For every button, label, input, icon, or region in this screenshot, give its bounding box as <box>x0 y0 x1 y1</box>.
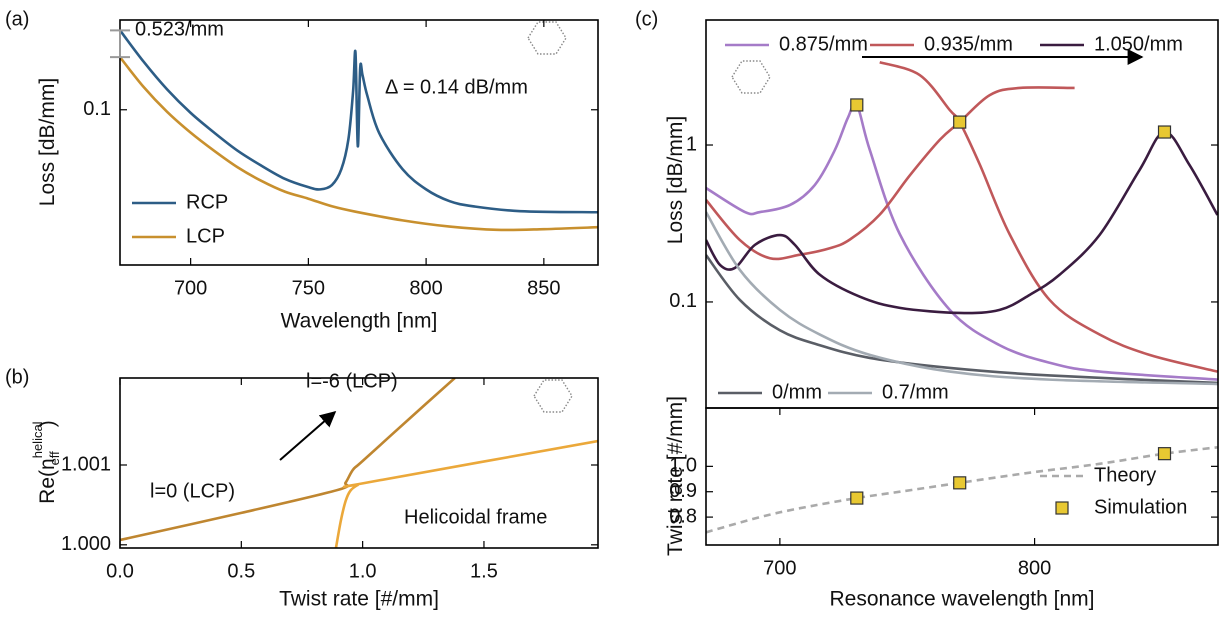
y-axis-label: Re(nhelicaleff) <box>30 420 62 504</box>
plot-area <box>120 29 598 232</box>
annotation: l=-6 (LCP) <box>306 370 398 392</box>
panel-label: (b) <box>5 366 29 388</box>
x-tick-label: 850 <box>527 277 560 299</box>
annotation: Helicoidal frame <box>404 506 547 528</box>
legend-marker <box>1055 501 1069 515</box>
marker <box>850 491 864 505</box>
axes-frame <box>705 407 1219 546</box>
y-tick-label: 1.000 <box>61 533 111 555</box>
series-line <box>120 378 456 542</box>
x-tick-label: 1.5 <box>470 560 498 582</box>
series-line <box>706 211 1218 386</box>
legend-label: Theory <box>1094 464 1156 486</box>
x-tick-label: 0.5 <box>227 560 255 582</box>
x-axis-label: Wavelength [nm] <box>281 310 438 333</box>
y-tick-label: 0.9 <box>669 480 697 502</box>
x-tick-label: 800 <box>1018 557 1051 579</box>
y-axis-label-text: Twist rate [#/mm] <box>664 396 687 556</box>
series-line <box>706 60 1218 373</box>
legend-label: 0.875/mm <box>779 33 868 55</box>
y-tick-label: 1.0 <box>669 455 697 477</box>
marker <box>953 476 967 490</box>
marker <box>1157 125 1172 139</box>
annotation-arrow <box>279 410 337 461</box>
panel-label: (c) <box>635 8 658 30</box>
y-axis-label-text: Loss [dB/mm] <box>36 78 59 206</box>
legend-label: 0.7/mm <box>882 381 949 403</box>
series-line <box>334 439 598 548</box>
legend-label: 0/mm <box>772 381 822 403</box>
annotation: 0.523/mm <box>135 18 224 40</box>
series-line <box>706 446 1218 534</box>
x-axis-label: Twist rate [#/mm] <box>279 588 439 611</box>
y-axis-label: Twist rate [#/mm] <box>664 396 687 556</box>
y-axis-label-sup: helical <box>30 421 45 458</box>
y-tick-label: 0.1 <box>669 290 697 312</box>
series-line <box>706 130 1218 315</box>
annotation: l=0 (LCP) <box>150 480 235 502</box>
y-tick-label: 1.001 <box>61 453 111 475</box>
marker <box>850 98 864 112</box>
y-axis-label: Loss [dB/mm] <box>36 78 59 206</box>
plot-area <box>706 60 1218 386</box>
x-tick-label: 800 <box>409 277 442 299</box>
x-tick-label: 1.0 <box>349 560 377 582</box>
y-axis-label-end: ) <box>36 420 59 427</box>
y-tick-label: 0.8 <box>669 505 697 527</box>
x-tick-label: 700 <box>763 557 796 579</box>
legend-label: RCP <box>186 191 228 213</box>
axes-frame <box>119 377 599 549</box>
y-axis-label-sub: eff <box>47 451 62 466</box>
x-tick-label: 0.0 <box>106 560 134 582</box>
legend-label: Simulation <box>1094 496 1187 518</box>
plot-area <box>706 446 1218 534</box>
series-line <box>706 254 1218 385</box>
legend-label: 0.935/mm <box>924 33 1013 55</box>
y-axis-label-text: Re(n <box>36 458 59 504</box>
axes-frame <box>705 19 1219 409</box>
x-axis-label: Resonance wavelength [nm] <box>830 588 1095 611</box>
axes-frame <box>119 19 599 266</box>
x-tick-label: 750 <box>292 277 325 299</box>
legend-label: 1.050/mm <box>1094 33 1183 55</box>
y-axis-label-text: Loss [dB/mm] <box>664 116 687 244</box>
y-tick-label: 0.1 <box>83 98 111 120</box>
fiber-icon <box>527 21 567 55</box>
series-line <box>706 102 1218 381</box>
legend-label: LCP <box>186 225 225 247</box>
x-tick-label: 700 <box>174 277 207 299</box>
plot-area <box>120 378 598 548</box>
fiber-icon <box>533 379 573 413</box>
series-line <box>120 29 598 214</box>
series-line <box>120 56 598 232</box>
fiber-icon <box>731 60 771 94</box>
y-axis-label: Loss [dB/mm] <box>664 116 687 244</box>
annotation: Δ = 0.14 dB/mm <box>385 76 528 98</box>
panel-label: (a) <box>5 8 29 30</box>
marker <box>1157 447 1172 461</box>
y-tick-label: 1 <box>686 133 697 155</box>
marker <box>953 115 967 129</box>
